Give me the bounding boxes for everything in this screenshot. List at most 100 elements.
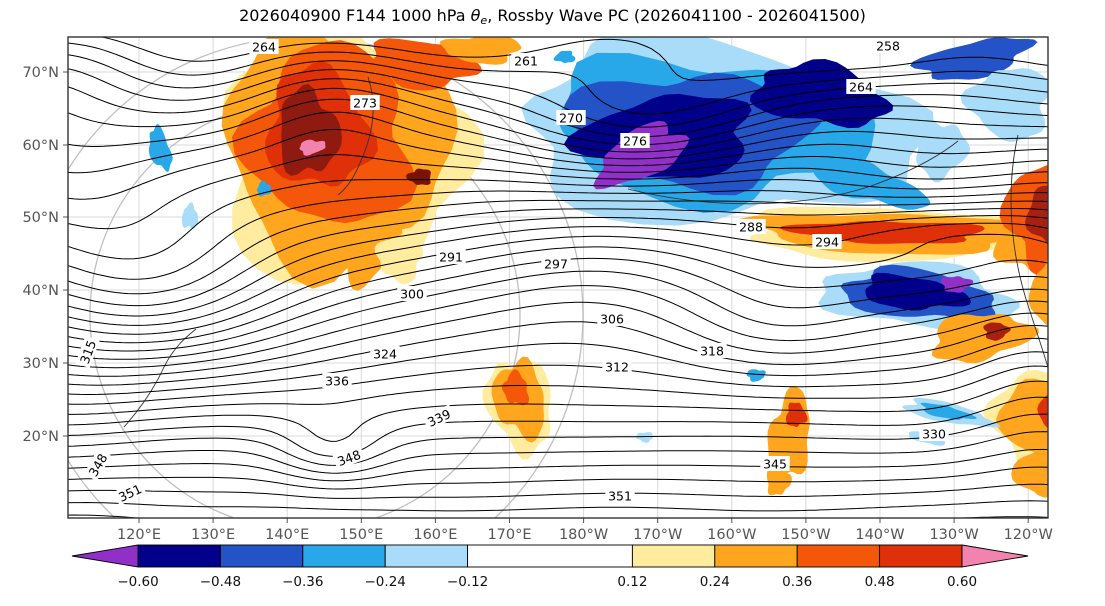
svg-text:312: 312	[605, 360, 629, 375]
title-theta-subscript: e	[480, 14, 488, 27]
theta-e-contour	[68, 179, 1048, 260]
svg-text:351: 351	[608, 489, 632, 504]
y-axis-label: 50°N	[22, 210, 59, 226]
theta-e-contour	[68, 380, 1048, 442]
x-axis-label: 170°W	[633, 527, 682, 543]
theta-e-contour	[68, 68, 1048, 138]
theta-e-contour	[68, 154, 1048, 230]
contour-label: 330	[919, 426, 949, 442]
x-axis-label: 140°E	[265, 527, 309, 543]
theta-e-contour	[68, 215, 1048, 317]
anomaly-region	[440, 37, 522, 65]
svg-text:297: 297	[544, 257, 568, 272]
svg-text:288: 288	[739, 220, 763, 235]
theta-e-contour	[68, 111, 1048, 174]
range-ring	[68, 37, 584, 518]
theta-e-contour	[68, 500, 1048, 512]
anomaly-region	[256, 180, 272, 197]
x-axis-label: 140°W	[855, 527, 904, 543]
coastline	[627, 140, 959, 205]
colorbar-segment	[137, 544, 221, 568]
y-axis-label: 40°N	[22, 283, 59, 299]
anomaly-region	[920, 402, 977, 420]
anomaly-region	[1028, 256, 1048, 327]
colorbar-segment	[467, 544, 633, 568]
theta-e-contour	[68, 431, 1048, 474]
contour-label: 294	[812, 234, 842, 250]
svg-text:345: 345	[763, 457, 787, 472]
colorbar-tick-label: 0.60	[947, 574, 977, 590]
theta-e-contour	[68, 54, 1048, 128]
svg-text:276: 276	[623, 134, 647, 149]
svg-text:306: 306	[600, 312, 624, 327]
colorbar-segment	[796, 544, 881, 568]
theta-e-contour	[68, 365, 1048, 415]
colorbar-tick-label: −0.48	[200, 574, 241, 590]
contour-label: 300	[397, 286, 427, 302]
anomaly-region	[406, 168, 431, 185]
title-suffix: , Rossby Wave PC (2026041100 - 202604150…	[487, 6, 866, 25]
x-axis-label: 130°E	[191, 527, 235, 543]
anomaly-region	[1011, 434, 1048, 498]
x-axis-label: 120°E	[117, 527, 161, 543]
svg-text:261: 261	[514, 54, 538, 69]
svg-text:324: 324	[1059, 405, 1087, 433]
svg-text:264: 264	[849, 80, 873, 95]
colorbar-segment	[631, 544, 716, 568]
x-axis-label: 160°W	[707, 527, 756, 543]
svg-text:264: 264	[252, 40, 276, 55]
theta-e-contour	[68, 466, 1048, 490]
anomaly-region	[865, 272, 971, 311]
theta-e-contour	[68, 270, 1048, 360]
anomaly-region	[766, 466, 792, 496]
map-plot-area: 264 261 258 264 273 270 276 288 294 291 297 300 306 3…	[68, 37, 1087, 518]
colorbar-tick-label: −0.12	[447, 574, 488, 590]
theta-e-contour	[68, 208, 1048, 307]
anomaly-region	[1055, 444, 1077, 461]
contour-label: 276	[620, 133, 650, 149]
svg-text:336: 336	[325, 374, 349, 389]
colorbar-tick-label: 0.24	[700, 574, 730, 590]
anomaly-region	[1025, 185, 1048, 246]
theta-e-contour	[68, 222, 1048, 326]
svg-text:273: 273	[353, 96, 377, 111]
theta-e-contour	[68, 413, 1048, 466]
anomaly-region	[501, 369, 530, 406]
theta-e-contour	[68, 301, 1048, 377]
title-theta-symbol: θ	[470, 6, 481, 25]
anomaly-region	[750, 59, 893, 129]
anomaly-region	[281, 84, 342, 176]
x-axis-label: 170°E	[487, 527, 531, 543]
theta-e-contour	[68, 129, 1048, 200]
coastline	[123, 328, 197, 428]
anomaly-region	[785, 402, 808, 427]
colorbar-tick-label: 0.48	[865, 574, 895, 590]
anomaly-region	[996, 378, 1048, 465]
chart-title: 2026040900 F144 1000 hPa θe, Rossby Wave…	[0, 6, 1105, 27]
anomaly-region	[299, 139, 326, 156]
svg-text:270: 270	[559, 111, 583, 126]
plot-border	[67, 36, 1049, 519]
x-axis-label: 120°W	[1004, 527, 1053, 543]
colorbar-segment	[714, 544, 798, 568]
anomaly-region	[181, 202, 199, 229]
contour-label: 306	[597, 311, 627, 327]
contour-label: 351	[605, 488, 635, 504]
svg-text:300: 300	[400, 287, 424, 302]
contour-label: 261	[511, 53, 541, 69]
coastline	[1010, 134, 1048, 370]
svg-text:291: 291	[439, 250, 463, 265]
colorbar-tick-label: −0.24	[365, 574, 406, 590]
contour-label: 273	[350, 95, 380, 111]
colorbar-segment	[219, 544, 304, 568]
svg-text:324: 324	[373, 347, 397, 362]
contour-label: 318	[697, 343, 727, 359]
x-axis-label: 130°W	[929, 527, 978, 543]
contour-label: 291	[436, 249, 466, 265]
colorbar-tick-label: −0.60	[117, 574, 158, 590]
x-axis-label: 180°W	[559, 527, 608, 543]
svg-text:354: 354	[1065, 332, 1084, 358]
svg-text:330: 330	[922, 427, 946, 442]
